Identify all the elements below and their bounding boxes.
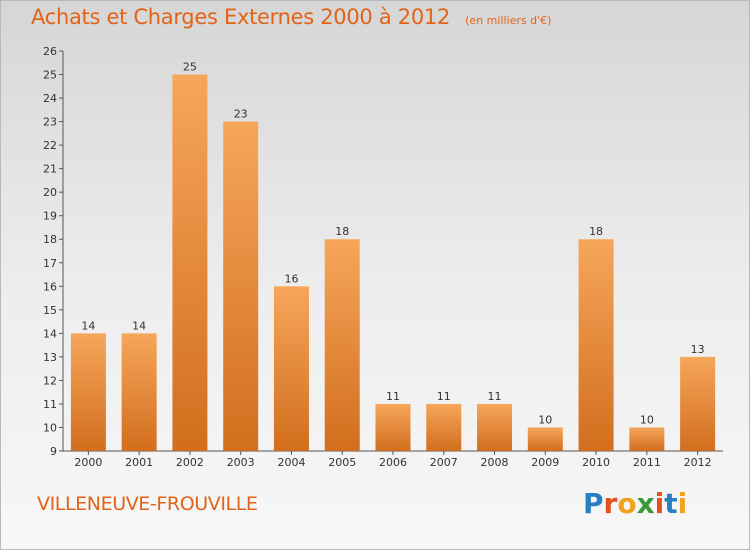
title-block: Achats et Charges Externes 2000 à 2012 (… bbox=[31, 5, 551, 29]
x-tick-label: 2000 bbox=[74, 456, 102, 469]
y-tick-label: 17 bbox=[43, 257, 57, 270]
x-tick-label: 2001 bbox=[125, 456, 153, 469]
x-tick-label: 2004 bbox=[277, 456, 305, 469]
bar-2004 bbox=[273, 286, 309, 451]
x-tick-label: 2012 bbox=[684, 456, 712, 469]
data-label-2000: 14 bbox=[81, 319, 95, 332]
chart-title: Achats et Charges Externes 2000 à 2012 bbox=[31, 5, 451, 29]
logo-letter: t bbox=[664, 487, 678, 520]
data-label-2001: 14 bbox=[132, 319, 146, 332]
data-label-2005: 18 bbox=[335, 225, 349, 238]
data-label-2010: 18 bbox=[589, 225, 603, 238]
logo-letter: r bbox=[603, 487, 618, 520]
town-name: VILLENEUVE-FROUVILLE bbox=[37, 493, 258, 515]
y-tick-label: 15 bbox=[43, 304, 57, 317]
x-tick-label: 2002 bbox=[176, 456, 204, 469]
bar-2000 bbox=[70, 333, 106, 451]
x-tick-label: 2003 bbox=[227, 456, 255, 469]
bar-2009 bbox=[527, 427, 563, 451]
y-tick-label: 19 bbox=[43, 210, 57, 223]
logo-letter: x bbox=[636, 487, 655, 520]
data-label-2003: 23 bbox=[234, 108, 248, 121]
y-tick-label: 10 bbox=[43, 421, 57, 434]
x-tick-label: 2010 bbox=[582, 456, 610, 469]
y-tick-label: 26 bbox=[43, 45, 57, 58]
x-tick-label: 2008 bbox=[481, 456, 509, 469]
data-label-2006: 11 bbox=[386, 390, 400, 403]
logo-letter: i bbox=[654, 487, 665, 520]
x-tick-label: 2009 bbox=[531, 456, 559, 469]
bar-2010 bbox=[578, 239, 614, 451]
logo-letter: P bbox=[583, 487, 604, 520]
data-label-2012: 13 bbox=[691, 343, 705, 356]
bar-2011 bbox=[629, 427, 665, 451]
y-tick-label: 21 bbox=[43, 163, 57, 176]
y-tick-label: 13 bbox=[43, 351, 57, 364]
y-tick-label: 14 bbox=[43, 327, 57, 340]
data-labels: 14 14 25 23 16 18 11 11 11 10 18 10 13 bbox=[81, 61, 704, 427]
data-label-2004: 16 bbox=[284, 272, 298, 285]
x-tick-label: 2007 bbox=[430, 456, 458, 469]
bar-2006 bbox=[375, 403, 411, 451]
data-label-2008: 11 bbox=[488, 390, 502, 403]
data-label-2002: 25 bbox=[183, 61, 197, 74]
logo-letter: i bbox=[677, 487, 688, 520]
bar-2005 bbox=[324, 239, 360, 451]
data-label-2007: 11 bbox=[437, 390, 451, 403]
y-tick-label: 24 bbox=[43, 92, 57, 105]
bar-2002 bbox=[172, 74, 208, 451]
bar-2008 bbox=[477, 403, 513, 451]
y-tick-label: 16 bbox=[43, 280, 57, 293]
y-tick-label: 22 bbox=[43, 139, 57, 152]
y-tick-label: 11 bbox=[43, 398, 57, 411]
x-tick-label: 2005 bbox=[328, 456, 356, 469]
y-tick-label: 23 bbox=[43, 116, 57, 129]
x-tick-label: 2011 bbox=[633, 456, 661, 469]
y-tick-label: 18 bbox=[43, 233, 57, 246]
bar-2007 bbox=[426, 403, 462, 451]
proxiti-logo[interactable]: Proxiti bbox=[583, 487, 687, 520]
y-tick-label: 25 bbox=[43, 69, 57, 82]
data-label-2009: 10 bbox=[538, 413, 552, 426]
bars bbox=[70, 74, 716, 452]
x-tick-label: 2006 bbox=[379, 456, 407, 469]
data-label-2011: 10 bbox=[640, 413, 654, 426]
bar-2003 bbox=[223, 121, 259, 452]
y-tick-label: 9 bbox=[50, 445, 57, 458]
logo-letter: o bbox=[617, 487, 637, 520]
bar-2012 bbox=[680, 356, 716, 451]
chart-subtitle: (en milliers d'€) bbox=[465, 14, 552, 27]
y-tick-label: 12 bbox=[43, 374, 57, 387]
axes: 9 10 11 12 13 14 15 16 17 18 19 20 21 22 23 24 25 26 2000 2… bbox=[43, 45, 723, 469]
bar-2001 bbox=[121, 333, 157, 451]
y-tick-label: 20 bbox=[43, 186, 57, 199]
